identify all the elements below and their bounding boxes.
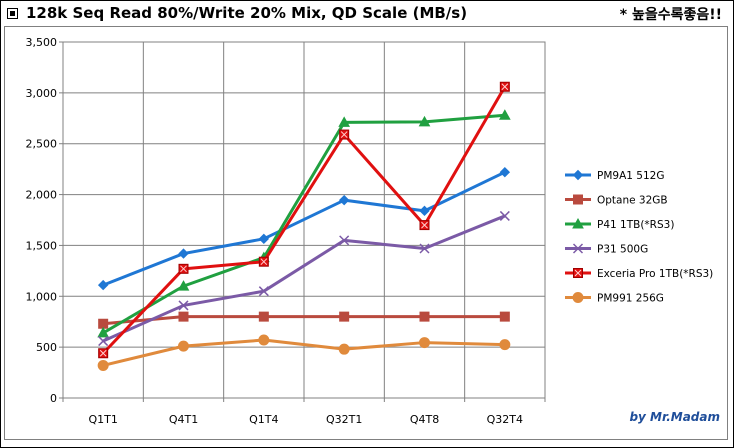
data-point-mark — [99, 349, 107, 357]
y-tick-label: 3,000 — [26, 87, 58, 100]
data-point — [419, 243, 430, 254]
data-point — [339, 311, 350, 322]
chart-title: 128k Seq Read 80%/Write 20% Mix, QD Scal… — [26, 4, 468, 22]
y-tick-label: 1,500 — [26, 239, 58, 252]
legend-label: P41 1TB(*RS3) — [597, 219, 674, 231]
data-point-mark — [574, 269, 582, 277]
legend-label: P31 500G — [597, 244, 648, 256]
series-pm991-256g — [97, 334, 511, 371]
data-point — [258, 334, 270, 346]
data-point — [258, 233, 270, 245]
legend-label: PM991 256G — [597, 293, 664, 305]
data-point — [499, 339, 511, 351]
series-exceria-pro-1tb-rs3- — [98, 81, 510, 359]
data-point — [258, 311, 269, 322]
series-line — [102, 338, 505, 367]
legend-label: PM9A1 512G — [597, 170, 664, 182]
y-tick-label: 500 — [36, 341, 57, 354]
x-tick-label: Q32T1 — [326, 413, 362, 426]
data-point — [98, 336, 109, 347]
x-tick-label: Q4T1 — [169, 413, 198, 426]
data-point — [418, 115, 431, 127]
y-tick-label: 2,500 — [26, 138, 58, 151]
legend-label: Optane 32GB — [597, 195, 668, 207]
chart-note: * 높을수록좋음!! — [619, 7, 722, 23]
data-point-mark — [421, 221, 428, 229]
data-point — [419, 205, 430, 217]
legend-item: P31 500G — [565, 243, 648, 256]
data-point — [499, 166, 511, 178]
y-tick-label: 0 — [50, 392, 57, 405]
data-point-mark — [180, 265, 187, 273]
y-tick-label: 2,000 — [26, 189, 58, 202]
data-point — [499, 210, 510, 221]
legend-item: PM991 256G — [565, 292, 664, 305]
data-point — [178, 248, 189, 259]
data-point — [572, 217, 584, 229]
title-bar: 128k Seq Read 80%/Write 20% Mix, QD Scal… — [0, 0, 734, 26]
data-point — [499, 311, 510, 322]
legend: PM9A1 512G Optane 32GB P41 1TB(*RS3) P31 50… — [565, 169, 713, 305]
series-line — [103, 315, 505, 326]
y-tick-label: 1,000 — [26, 290, 58, 303]
data-point — [97, 326, 110, 338]
data-point — [573, 194, 583, 205]
data-point — [178, 300, 189, 311]
data-point — [338, 116, 351, 127]
data-point — [178, 311, 189, 322]
data-point — [97, 279, 109, 291]
series-line — [102, 113, 505, 335]
series-line — [102, 86, 507, 355]
data-point-mark — [340, 131, 348, 138]
series-line — [102, 214, 506, 343]
legend-item: P41 1TB(*RS3) — [565, 217, 674, 231]
series-p31-500g — [98, 210, 510, 347]
data-point — [419, 337, 430, 349]
data-point — [339, 235, 350, 246]
series-optane-32gb — [98, 311, 510, 329]
legend-item: Exceria Pro 1TB(*RS3) — [565, 268, 713, 280]
data-point — [178, 340, 189, 352]
series-group — [97, 81, 511, 371]
credit-text: by Mr.Madam — [629, 410, 720, 424]
data-point — [177, 280, 190, 291]
legend-item: PM9A1 512G — [565, 169, 664, 182]
x-tick-label: Q32T4 — [487, 413, 523, 426]
x-tick-label: Q4T8 — [410, 413, 439, 426]
title-square-icon — [7, 8, 18, 19]
data-point — [572, 243, 584, 254]
data-point — [338, 343, 350, 355]
x-axis: Q1T1 Q4T1 Q1T4 Q32T1 Q4T8 Q32T4 — [62, 398, 546, 426]
legend-label: Exceria Pro 1TB(*RS3) — [597, 268, 713, 280]
x-tick-label: Q1T1 — [88, 413, 117, 426]
data-point-mark — [501, 83, 509, 91]
data-point — [338, 194, 350, 206]
y-tick-label: 3,500 — [26, 36, 58, 49]
data-point — [258, 286, 269, 297]
legend-item: Optane 32GB — [565, 194, 668, 207]
y-axis: 0 500 1,000 1,500 2,000 2,500 3,000 3,500 — [26, 36, 63, 405]
data-point — [97, 359, 109, 371]
data-point — [572, 169, 584, 181]
x-tick-label: Q1T4 — [249, 413, 278, 426]
data-point — [572, 292, 584, 303]
data-point — [419, 311, 430, 322]
data-point-mark — [260, 258, 268, 266]
chart-area-border — [4, 26, 728, 440]
data-point — [498, 109, 511, 120]
